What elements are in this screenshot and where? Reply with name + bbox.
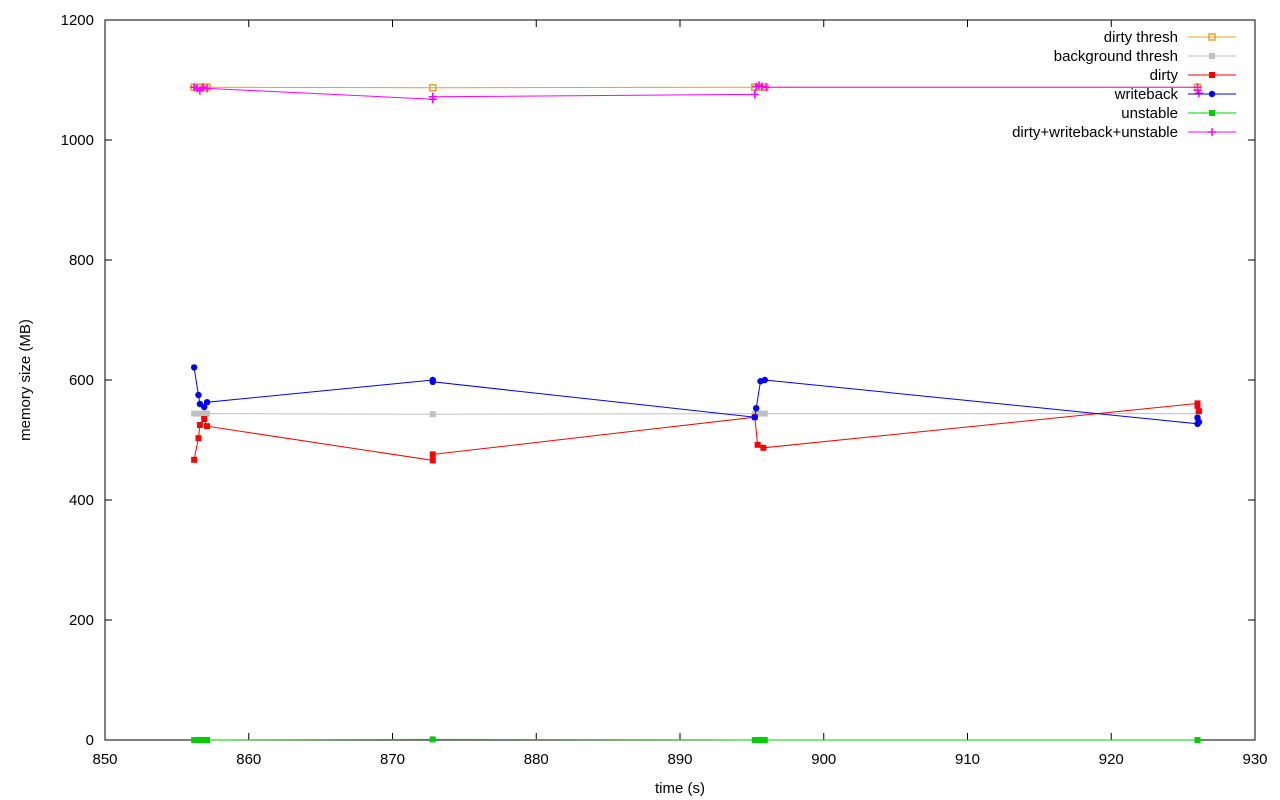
- data-point: [429, 451, 436, 458]
- data-point: [195, 410, 202, 417]
- y-axis-title: memory size (MB): [17, 319, 34, 441]
- series-line: [193, 367, 1200, 425]
- series-dirty: [191, 400, 1202, 464]
- x-tick-label: 910: [955, 751, 980, 768]
- data-point: [751, 410, 758, 417]
- data-point: [429, 736, 436, 743]
- data-point: [757, 410, 764, 417]
- y-tick-label: 1000: [61, 132, 94, 149]
- data-point: [761, 410, 768, 417]
- x-tick-label: 850: [92, 751, 117, 768]
- y-tick-label: 200: [69, 612, 94, 629]
- data-point: [191, 410, 198, 417]
- data-point: [200, 403, 208, 411]
- y-tick-label: 400: [69, 492, 94, 509]
- data-point: [204, 737, 211, 743]
- x-tick-label: 890: [667, 751, 692, 768]
- data-point: [429, 411, 436, 418]
- series-dirty-writeback-unstable: [190, 81, 1203, 104]
- data-point: [203, 84, 212, 93]
- data-point: [752, 405, 760, 412]
- x-tick-label: 930: [1242, 751, 1267, 768]
- x-axis-title: time (s): [655, 780, 705, 797]
- data-point: [1208, 90, 1216, 98]
- legend-label: dirty: [1150, 67, 1179, 84]
- series-background-thresh: [191, 410, 1201, 418]
- y-tick-label: 1200: [61, 12, 94, 29]
- data-point: [429, 378, 436, 385]
- legend: dirty thresh background thresh dirty writeb…: [1012, 29, 1236, 141]
- data-point: [196, 422, 203, 428]
- data-point: [1208, 128, 1216, 136]
- data-point: [760, 444, 767, 451]
- y-tick-label: 600: [69, 372, 94, 389]
- legend-label: background thresh: [1054, 48, 1178, 65]
- data-point: [195, 737, 202, 743]
- data-point: [190, 364, 198, 371]
- data-point: [429, 84, 437, 92]
- x-tick-label: 880: [524, 751, 549, 768]
- x-tick-label: 900: [811, 751, 836, 768]
- series-line: [193, 402, 1200, 461]
- x-tick-label: 860: [236, 751, 261, 768]
- data-point: [754, 441, 761, 448]
- data-point: [1209, 72, 1215, 78]
- series-writeback: [190, 364, 1203, 427]
- legend-label: dirty+writeback+unstable: [1012, 124, 1178, 141]
- data-point: [761, 376, 769, 384]
- axes: 850 860 870 880 890 900 910 920 930 0 200 400 600 800…: [61, 12, 1268, 768]
- data-point: [757, 737, 764, 743]
- x-tick-label: 920: [1099, 751, 1124, 768]
- data-point: [204, 410, 211, 417]
- data-point: [751, 737, 758, 743]
- data-point: [203, 399, 211, 406]
- data-point: [429, 457, 436, 464]
- data-point: [761, 737, 768, 743]
- data-point: [204, 423, 211, 430]
- series-line: [194, 413, 1198, 415]
- data-point: [201, 416, 208, 422]
- data-point: [750, 90, 759, 99]
- legend-label: writeback: [1114, 86, 1179, 103]
- data-point: [191, 737, 198, 743]
- data-point: [751, 414, 758, 421]
- data-point: [195, 435, 202, 442]
- legend-label: dirty thresh: [1104, 29, 1178, 46]
- data-point: [762, 83, 771, 92]
- data-point: [198, 83, 207, 92]
- y-tick-label: 800: [69, 252, 94, 269]
- legend-label: unstable: [1121, 105, 1178, 122]
- data-point: [428, 92, 437, 101]
- data-point: [1194, 737, 1201, 743]
- data-point: [1195, 408, 1202, 415]
- data-point: [1194, 89, 1203, 98]
- series-line: [194, 738, 1198, 741]
- x-tick-label: 870: [380, 751, 405, 768]
- data-point: [1209, 53, 1215, 59]
- y-tick-label: 0: [86, 732, 94, 749]
- data-point: [195, 391, 202, 399]
- data-point: [1208, 33, 1216, 41]
- data-point: [1195, 418, 1203, 426]
- series-unstable: [191, 736, 1201, 743]
- series-layer: [190, 81, 1203, 743]
- data-point: [191, 456, 198, 463]
- data-point: [1194, 402, 1201, 409]
- data-point: [1209, 110, 1215, 116]
